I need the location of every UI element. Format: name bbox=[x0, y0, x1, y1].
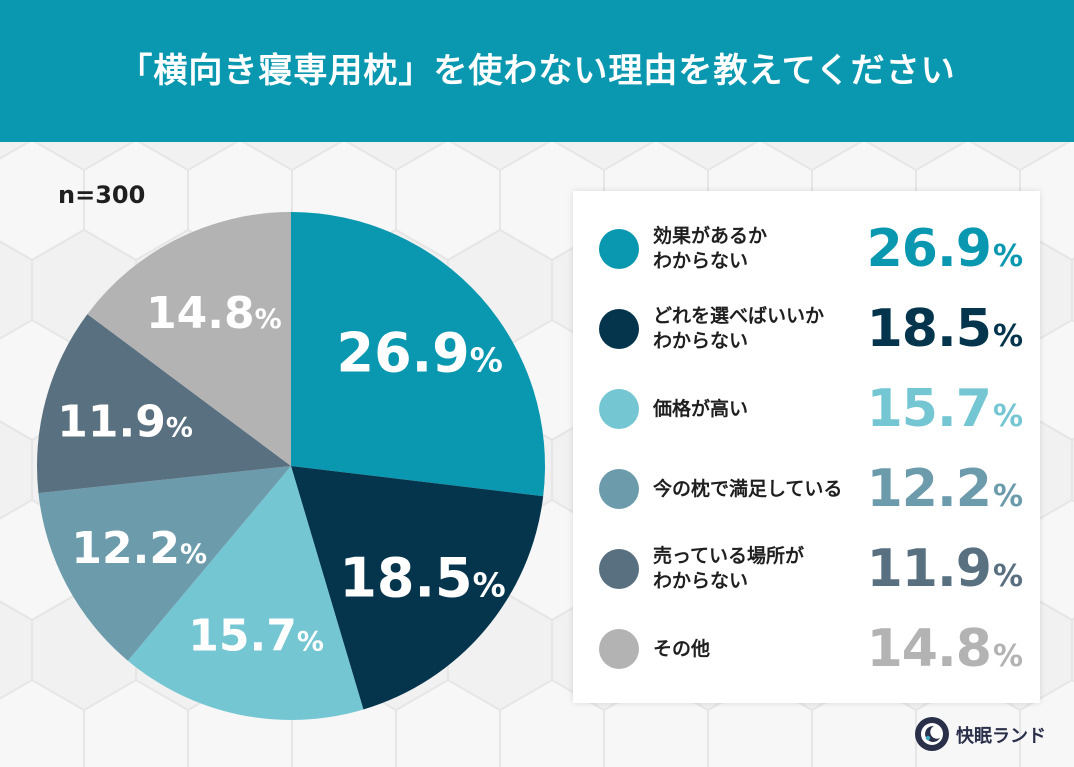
legend-item: 効果があるか わからない 26.9% bbox=[573, 209, 1040, 289]
pie-slice-5 bbox=[87, 212, 292, 466]
pie-chart: 26.9% 18.5% 15.7% 12.2% 11.9% 14.8% bbox=[37, 212, 545, 720]
legend-item: 今の枕で満足している 12.2% bbox=[573, 449, 1040, 529]
legend-value-number: 18.5 bbox=[866, 299, 992, 359]
pie-data-label-1: 18.5% bbox=[339, 546, 505, 609]
legend-item: どれを選べばいいか わからない 18.5% bbox=[573, 289, 1040, 369]
legend-swatch bbox=[599, 389, 639, 429]
pie-data-label-4: 11.9% bbox=[57, 396, 193, 447]
legend-value: 11.9% bbox=[822, 539, 1023, 607]
legend-panel: 効果があるか わからない 26.9% どれを選べばいいか わからない 18.5% 価格が… bbox=[573, 191, 1040, 703]
pie-slice-4 bbox=[37, 314, 292, 494]
legend-value-number: 14.8 bbox=[866, 619, 992, 679]
legend-label: どれを選べばいいか わからない bbox=[653, 305, 825, 352]
legend-value: 12.2% bbox=[822, 459, 1023, 527]
legend-label: 今の枕で満足している bbox=[653, 478, 843, 500]
pie-data-label-2: 15.7% bbox=[188, 610, 324, 661]
pie-data-label-0: 26.9% bbox=[337, 321, 503, 384]
legend-value-percent: % bbox=[992, 559, 1023, 594]
legend-value: 14.8% bbox=[822, 619, 1023, 687]
pie-slice-1 bbox=[291, 466, 544, 710]
legend-label: 価格が高い bbox=[653, 398, 749, 420]
moon-emblem-icon bbox=[915, 717, 949, 751]
legend-swatch bbox=[599, 629, 639, 669]
legend-value: 18.5% bbox=[822, 299, 1023, 367]
legend-value: 15.7% bbox=[822, 379, 1023, 447]
legend-value-percent: % bbox=[992, 239, 1023, 274]
legend-value-number: 26.9 bbox=[866, 219, 992, 279]
legend-value-percent: % bbox=[992, 319, 1023, 354]
pie-data-label-5: 14.8% bbox=[146, 288, 282, 339]
legend-item: その他 14.8% bbox=[573, 609, 1040, 689]
legend-swatch bbox=[599, 229, 639, 269]
sample-size: n=300 bbox=[58, 181, 146, 209]
legend-item: 価格が高い 15.7% bbox=[573, 369, 1040, 449]
legend-item: 売っている場所が わからない 11.9% bbox=[573, 529, 1040, 609]
page-title: 「横向き寝専用枕」を使わない理由を教えてください bbox=[118, 51, 956, 91]
legend-label: 効果があるか わからない bbox=[653, 225, 768, 272]
legend-swatch bbox=[599, 309, 639, 349]
legend-swatch bbox=[599, 549, 639, 589]
header-banner: 「横向き寝専用枕」を使わない理由を教えてください bbox=[0, 0, 1074, 142]
legend-swatch bbox=[599, 469, 639, 509]
pie-slice-0 bbox=[291, 212, 545, 497]
legend-value-percent: % bbox=[992, 639, 1023, 674]
legend-label: 売っている場所が わからない bbox=[653, 545, 805, 592]
legend-value-number: 12.2 bbox=[866, 459, 992, 519]
pie-data-label-3: 12.2% bbox=[71, 523, 207, 574]
legend-value: 26.9% bbox=[822, 219, 1023, 287]
legend-label: その他 bbox=[653, 638, 711, 660]
brand-name: 快眠ランド bbox=[956, 726, 1046, 747]
pie-slice-2 bbox=[127, 466, 364, 720]
legend-value-percent: % bbox=[992, 479, 1023, 514]
pie-slice-3 bbox=[38, 466, 291, 661]
legend-value-number: 15.7 bbox=[866, 379, 992, 439]
legend-value-number: 11.9 bbox=[866, 539, 992, 599]
legend-value-percent: % bbox=[992, 399, 1023, 434]
